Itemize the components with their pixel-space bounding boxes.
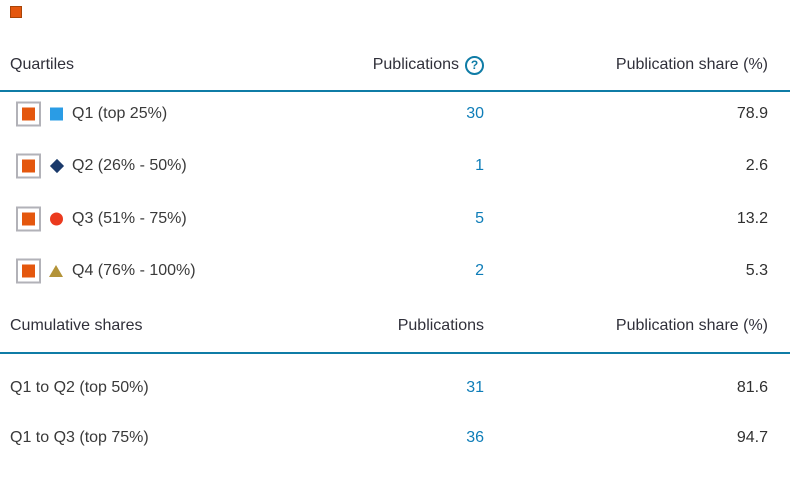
quartiles-column-header: Quartiles [10, 56, 75, 73]
table-row-q4: Q4 (76% - 100%) 2 5.3 [0, 258, 800, 284]
table-row-q1-to-q3: Q1 to Q3 (top 75%) 36 94.7 [0, 427, 800, 449]
q4-gold-triangle-icon [49, 265, 63, 277]
cumulative-label: Q1 to Q3 (top 75%) [10, 429, 149, 446]
q1-blue-square-icon [50, 107, 63, 121]
publications-count-link[interactable]: 36 [466, 429, 484, 446]
publications-column-header: Publications [397, 317, 484, 334]
publication-share-value: 13.2 [736, 210, 768, 227]
publication-share-value: 94.7 [736, 429, 768, 446]
cumulative-label: Q1 to Q2 (top 50%) [10, 379, 149, 396]
quartile-label: Q2 (26% - 50%) [72, 157, 187, 174]
table-row-q2: Q2 (26% - 50%) 1 2.6 [0, 153, 800, 179]
q3-red-circle-icon [50, 212, 63, 226]
table-row-q1: Q1 (top 25%) 30 78.9 [0, 101, 800, 127]
checkbox-checked-fill [22, 107, 35, 121]
q1-checkbox[interactable] [16, 101, 41, 127]
publications-column-header: Publications [372, 56, 459, 73]
quartile-label: Q3 (51% - 75%) [72, 210, 187, 227]
publication-share-column-header: Publication share (%) [615, 56, 768, 73]
publication-share-value: 78.9 [736, 105, 768, 122]
publications-count-link[interactable]: 2 [475, 262, 484, 279]
header-underline [0, 90, 790, 92]
q2-navy-diamond-icon [49, 158, 65, 174]
checkbox-checked-fill [22, 264, 35, 278]
publication-share-value: 2.6 [745, 157, 768, 174]
publication-share-value: 5.3 [745, 262, 768, 279]
q4-checkbox[interactable] [16, 258, 41, 284]
q2-checkbox[interactable] [16, 153, 41, 179]
entity-color-swatch-icon [10, 6, 22, 18]
help-question-icon[interactable]: ? [465, 55, 484, 75]
checkbox-checked-fill [22, 159, 35, 173]
q3-checkbox[interactable] [16, 206, 41, 232]
header-underline [0, 352, 790, 354]
publications-count-link[interactable]: 30 [466, 105, 484, 122]
quartile-label: Q1 (top 25%) [72, 105, 168, 122]
table-row-q3: Q3 (51% - 75%) 5 13.2 [0, 206, 800, 232]
publications-count-link[interactable]: 5 [475, 210, 484, 227]
publications-count-link[interactable]: 31 [466, 379, 484, 396]
cumulative-shares-column-header: Cumulative shares [10, 317, 143, 334]
publication-share-value: 81.6 [736, 379, 768, 396]
table-row-q1-to-q2: Q1 to Q2 (top 50%) 31 81.6 [0, 377, 800, 399]
checkbox-checked-fill [22, 212, 35, 226]
publications-count-link[interactable]: 1 [475, 157, 484, 174]
publications-column-header-group: Publications ? [330, 53, 484, 77]
publication-share-column-header: Publication share (%) [615, 317, 768, 334]
quartile-label: Q4 (76% - 100%) [72, 262, 196, 279]
